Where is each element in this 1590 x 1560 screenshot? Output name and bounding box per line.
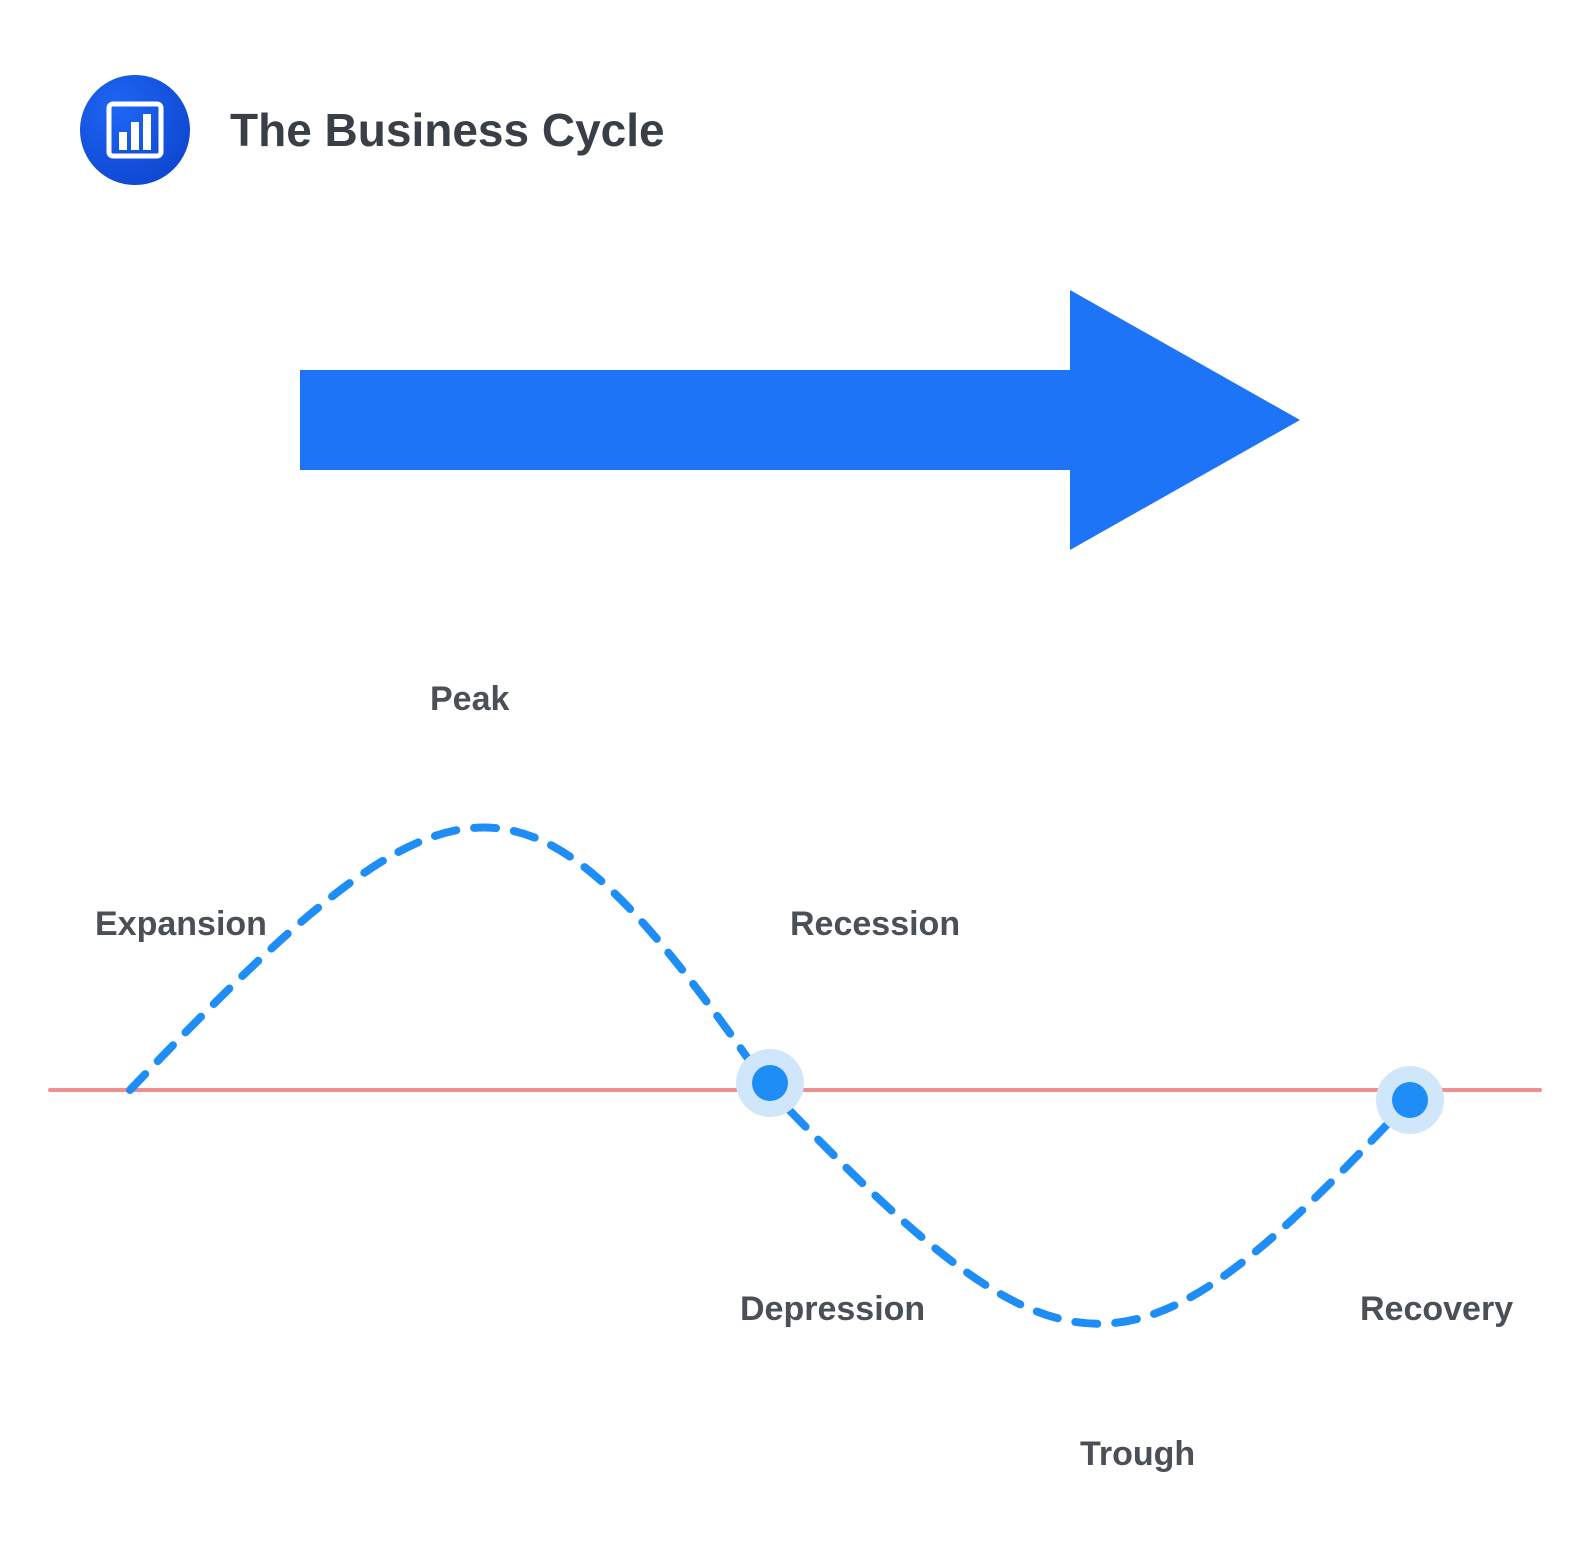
page-title: The Business Cycle bbox=[230, 103, 665, 157]
bar-chart-icon bbox=[80, 75, 190, 185]
direction-arrow bbox=[300, 290, 1300, 550]
phase-label-recession: Recession bbox=[790, 905, 960, 944]
phase-label-expansion: Expansion bbox=[95, 905, 267, 944]
phase-label-recovery: Recovery bbox=[1360, 1290, 1513, 1329]
phase-label-trough: Trough bbox=[1080, 1435, 1195, 1474]
arrow-svg bbox=[300, 290, 1300, 550]
diagram-stage: The Business Cycle Expansion Peak Recessio… bbox=[0, 0, 1590, 1560]
phase-label-depression: Depression bbox=[740, 1290, 925, 1329]
phase-label-peak: Peak bbox=[430, 680, 509, 719]
business-cycle-svg bbox=[40, 680, 1550, 1500]
business-cycle-chart: Expansion Peak Recession Depression Trough Re… bbox=[40, 680, 1550, 1500]
bar-chart-icon-svg bbox=[103, 98, 167, 162]
header: The Business Cycle bbox=[80, 75, 665, 185]
